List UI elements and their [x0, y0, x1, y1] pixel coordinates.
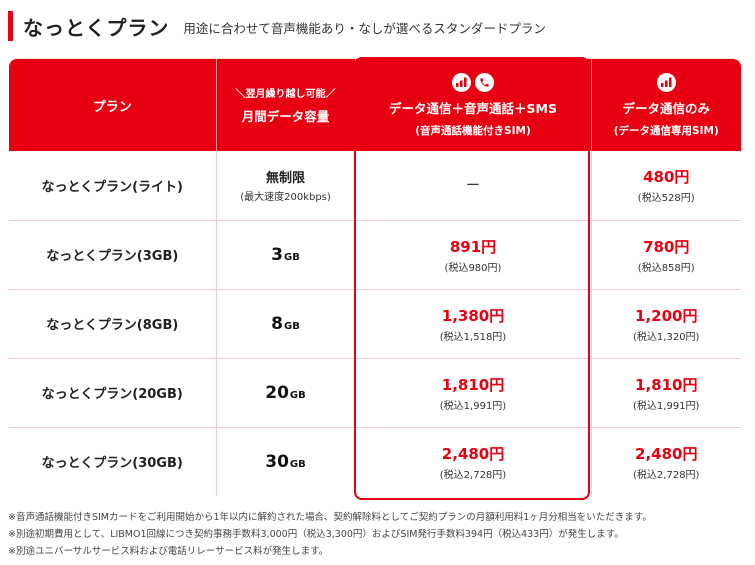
voice-price: 1,380円: [441, 306, 505, 325]
data-price-cell: 1,810円 (税込1,991円): [591, 358, 741, 428]
page-subtitle: 用途に合わせて音声機能あり・なしが選べるスタンダードプラン: [183, 21, 546, 36]
capacity-cell: 20GB: [216, 358, 356, 428]
capacity-number: 20: [265, 382, 289, 403]
data-price: 780円: [643, 237, 690, 256]
capacity-unit: GB: [284, 251, 300, 263]
plan-name: なっとくプラン(30GB): [9, 427, 217, 496]
data-price-tax: (税込528円): [637, 193, 695, 205]
voice-price: 1,810円: [441, 375, 505, 394]
table-row: なっとくプラン(ライト) 無制限 (最大速度200kbps) ー 480円 (税…: [9, 151, 741, 221]
data-price: 480円: [643, 168, 690, 187]
page-title: なっとくプラン: [23, 15, 170, 40]
voice-price-cell: ー: [355, 151, 592, 221]
voice-price: 2,480円: [441, 444, 505, 463]
data-price-cell: 1,200円 (税込1,320円): [591, 289, 741, 359]
footnote: ※別途ユニバーサルサービス料および電話リレーサービス料が発生します。: [8, 546, 329, 557]
header-capacity-note: ＼翌月繰り越し可能／: [235, 89, 336, 100]
header-data-sim: データ通信のみ (データ通信専用SIM): [591, 59, 741, 151]
table-row: なっとくプラン(30GB) 30GB 2,480円 (税込2,728円) 2,4…: [9, 427, 741, 496]
voice-sim-icons: [356, 72, 591, 92]
data-price-cell: 480円 (税込528円): [591, 151, 741, 221]
capacity-unit: GB: [284, 320, 300, 332]
voice-price-tax: (税込1,991円): [439, 400, 507, 412]
header-voice-sim: データ通信＋音声通話＋SMS (音声通話機能付きSIM): [355, 59, 592, 151]
phone-icon: [475, 72, 494, 92]
data-price: 1,200円: [635, 306, 698, 325]
voice-price-cell: 1,810円 (税込1,991円): [355, 358, 592, 428]
header-capacity: ＼翌月繰り越し可能／ 月間データ容量: [216, 59, 356, 151]
data-sim-icons: [592, 72, 742, 92]
data-price: 1,810円: [635, 375, 698, 394]
data-price-cell: 780円 (税込858円): [591, 220, 741, 290]
capacity-number: 8: [271, 313, 283, 334]
capacity-unit: GB: [289, 458, 306, 470]
voice-price-tax: (税込2,728円): [439, 469, 507, 481]
voice-price-cell: 2,480円 (税込2,728円): [355, 427, 592, 496]
capacity-cell: 無制限 (最大速度200kbps): [216, 151, 356, 221]
plan-name: なっとくプラン(ライト): [9, 151, 217, 221]
capacity-note: (最大速度200kbps): [240, 192, 331, 204]
data-price-tax: (税込1,320円): [633, 331, 700, 343]
header-data-sim-label: データ通信のみ: [622, 100, 710, 116]
capacity-value: 無制限: [265, 171, 305, 187]
capacity-unit: GB: [289, 389, 306, 401]
voice-price-cell: 1,380円 (税込1,518円): [355, 289, 592, 359]
plan-name: なっとくプラン(3GB): [9, 220, 217, 290]
data-price-cell: 2,480円 (税込2,728円): [591, 427, 741, 496]
voice-price: 891円: [449, 237, 497, 256]
capacity-number: 3: [271, 244, 283, 265]
not-available-dash: ー: [466, 178, 480, 195]
page-header: なっとくプラン 用途に合わせて音声機能あり・なしが選べるスタンダードプラン: [8, 10, 546, 42]
capacity-cell: 8GB: [216, 289, 356, 359]
signal-bars-icon: [656, 72, 676, 92]
header-voice-sim-label: データ通信＋音声通話＋SMS: [389, 100, 557, 116]
data-price-tax: (税込858円): [637, 262, 695, 274]
footnotes: ※音声通話機能付きSIMカードをご利用開始から1年以内に解約された場合、契約解除…: [8, 509, 652, 560]
table-row: なっとくプラン(20GB) 20GB 1,810円 (税込1,991円) 1,8…: [9, 358, 741, 428]
voice-price-tax: (税込1,518円): [439, 331, 507, 343]
data-price-tax: (税込2,728円): [633, 469, 700, 481]
title-accent-bar: [8, 11, 13, 41]
header-plan: プラン: [9, 59, 217, 151]
table-row: なっとくプラン(3GB) 3GB 891円 (税込980円) 780円 (税込8…: [9, 220, 741, 290]
plan-name: なっとくプラン(8GB): [9, 289, 217, 359]
data-price: 2,480円: [635, 444, 698, 463]
pricing-table: プラン ＼翌月繰り越し可能／ 月間データ容量 データ通信＋音声通話＋SMS (音…: [9, 59, 741, 496]
voice-price-tax: (税込980円): [444, 262, 502, 274]
table-row: なっとくプラン(8GB) 8GB 1,380円 (税込1,518円) 1,200…: [9, 289, 741, 359]
header-capacity-label: 月間データ容量: [241, 109, 330, 124]
table-header-row: プラン ＼翌月繰り越し可能／ 月間データ容量 データ通信＋音声通話＋SMS (音…: [9, 59, 741, 151]
footnote: ※音声通話機能付きSIMカードをご利用開始から1年以内に解約された場合、契約解除…: [8, 512, 652, 523]
capacity-number: 30: [265, 451, 289, 472]
capacity-cell: 30GB: [216, 427, 356, 496]
header-voice-sim-sub: (音声通話機能付きSIM): [415, 124, 531, 137]
data-price-tax: (税込1,991円): [633, 400, 700, 412]
capacity-cell: 3GB: [216, 220, 356, 290]
plan-name: なっとくプラン(20GB): [9, 358, 217, 428]
header-data-sim-sub: (データ通信専用SIM): [613, 124, 719, 137]
voice-price-cell: 891円 (税込980円): [355, 220, 592, 290]
signal-bars-icon: [452, 72, 471, 92]
footnote: ※別途初期費用として、LIBMO1回線につき契約事務手数料3,000円（税込3,…: [8, 529, 624, 540]
